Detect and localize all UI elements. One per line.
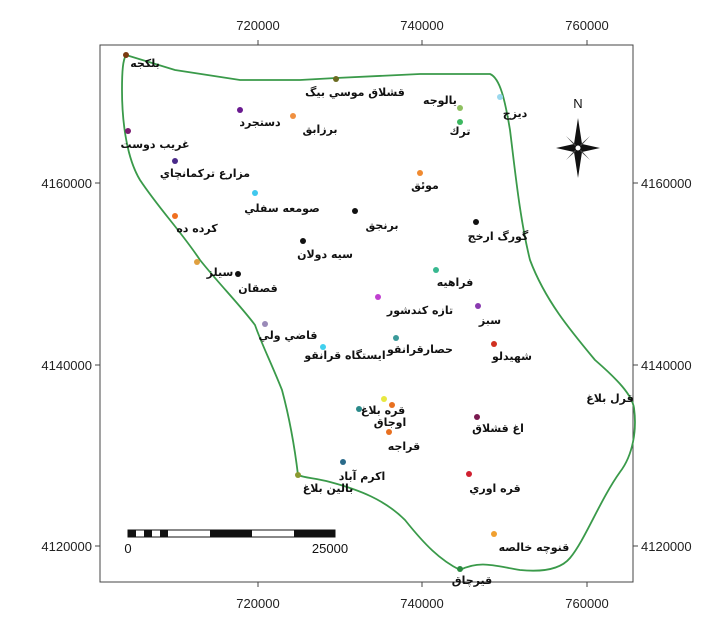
- y-tick-left-2: 4140000: [41, 358, 92, 373]
- y-tick-left-1: 4160000: [41, 176, 92, 191]
- settlement-point: [466, 471, 472, 477]
- settlement-point: [172, 213, 178, 219]
- settlement-point: [386, 429, 392, 435]
- settlement-point: [237, 107, 243, 113]
- axis-ticks: [95, 40, 638, 587]
- y-tick-right-2: 4140000: [641, 358, 692, 373]
- settlement-point: [262, 321, 268, 327]
- settlement-label: شهيدلو: [491, 350, 532, 363]
- settlement-label: قيرچاق: [452, 574, 492, 587]
- settlement-label: قاضي ولي: [258, 329, 317, 342]
- settlement-label: مزارع تركمانچاي: [160, 167, 250, 180]
- y-tick-right-1: 4160000: [641, 176, 692, 191]
- settlement-point: [491, 341, 497, 347]
- settlement-label: حصارقرانقو: [386, 343, 453, 356]
- north-label: N: [573, 96, 582, 111]
- settlement-label: صومعه سفلي: [244, 202, 319, 215]
- settlement-point: [433, 267, 439, 273]
- settlement-label: ايستگاه قرانقو: [303, 349, 385, 362]
- settlement-point: [333, 76, 339, 82]
- settlement-point: [352, 208, 358, 214]
- settlement-point: [491, 531, 497, 537]
- settlement-label: برنجق: [366, 219, 399, 232]
- settlement-label: يالوجه: [423, 94, 457, 107]
- x-tick-bottom-2: 740000: [400, 596, 443, 611]
- settlement-point: [457, 105, 463, 111]
- x-tick-top-1: 720000: [236, 18, 279, 33]
- y-tick-left-3: 4120000: [41, 539, 92, 554]
- settlement-point: [457, 119, 463, 125]
- settlement-label: موئق: [411, 179, 439, 192]
- settlement-point: [320, 344, 326, 350]
- north-arrow-icon: [556, 118, 600, 178]
- settlement-label: قرل بلاغ: [586, 392, 633, 405]
- settlement-label: گورگ ارخج: [468, 229, 529, 243]
- settlement-point: [356, 406, 362, 412]
- settlement-label: اكرم آباد: [339, 469, 386, 483]
- settlement-point: [389, 402, 395, 408]
- scale-start-label: 0: [124, 541, 131, 556]
- settlement-label: سبز: [478, 314, 501, 327]
- settlement-point: [393, 335, 399, 341]
- settlement-label: سيلز: [206, 266, 234, 279]
- settlement-point: [475, 303, 481, 309]
- settlement-label: اغ قشلاق: [472, 422, 524, 435]
- settlement-point: [194, 259, 200, 265]
- settlement-label: بلكجه: [130, 57, 160, 70]
- x-tick-bottom-3: 760000: [565, 596, 608, 611]
- settlement-point: [252, 190, 258, 196]
- settlement-label: غريب دوست: [121, 138, 190, 151]
- settlement-point: [123, 52, 129, 58]
- settlement-label: ترك: [449, 125, 470, 138]
- settlement-label: برزابق: [302, 123, 337, 136]
- settlement-point: [417, 170, 423, 176]
- settlement-label: بالين بلاغ: [303, 482, 354, 495]
- settlement-label: سيه دولان: [297, 248, 353, 261]
- settlement-label: فراهيه: [437, 276, 474, 289]
- settlement-label: ديزج: [503, 107, 528, 121]
- settlement-point: [295, 472, 301, 478]
- x-tick-bottom-1: 720000: [236, 596, 279, 611]
- settlement-label: قصقان: [238, 282, 277, 295]
- settlement-point: [172, 158, 178, 164]
- settlement-label: قراجه: [388, 440, 420, 453]
- y-tick-right-3: 4120000: [641, 539, 692, 554]
- settlement-point: [474, 414, 480, 420]
- settlement-label: قشلاق موسي بيگ: [305, 85, 405, 99]
- settlement-label: تازه كندشور: [386, 304, 453, 317]
- settlement-label: قره اوري: [469, 482, 520, 495]
- settlement-point: [125, 128, 131, 134]
- settlement-point: [473, 219, 479, 225]
- scale-bar: [127, 529, 336, 538]
- map-frame: [99, 44, 634, 583]
- settlement-point: [300, 238, 306, 244]
- settlement-point: [290, 113, 296, 119]
- settlement-point: [457, 566, 463, 572]
- scale-end-label: 25000: [312, 541, 348, 556]
- settlement-label: دستجرد: [239, 116, 281, 129]
- settlement-point: [381, 396, 387, 402]
- settlement-label: قنوچه خالصه: [499, 541, 570, 554]
- x-tick-top-2: 740000: [400, 18, 443, 33]
- settlement-label: كرده ده: [176, 222, 218, 235]
- settlement-label: قره بلاغ: [361, 404, 405, 417]
- study-area-boundary: [121, 53, 636, 572]
- settlement-point: [340, 459, 346, 465]
- settlement-point: [497, 94, 503, 100]
- settlements-layer: بلكجه قشلاق موسي بيگ يالوجه ديزج ترك دستجرد بر…: [121, 52, 634, 587]
- settlement-label: اوجاق: [374, 416, 407, 429]
- settlement-point: [375, 294, 381, 300]
- settlement-point: [235, 271, 241, 277]
- x-tick-top-3: 760000: [565, 18, 608, 33]
